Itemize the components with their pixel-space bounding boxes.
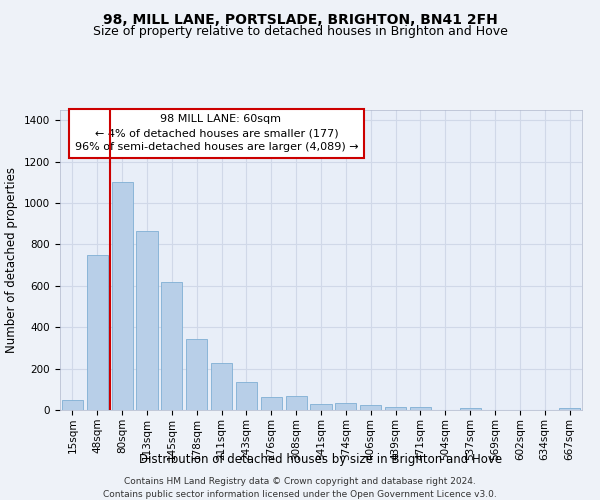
Bar: [559, 408, 580, 410]
Bar: [360, 406, 381, 410]
Bar: [261, 396, 282, 410]
Text: 98 MILL LANE: 60sqm
← 4% of detached houses are smaller (177)
96% of semi-detach: 98 MILL LANE: 60sqm ← 4% of detached hou…: [75, 114, 358, 152]
Y-axis label: Number of detached properties: Number of detached properties: [5, 167, 19, 353]
Bar: [385, 407, 406, 410]
Bar: [62, 400, 83, 410]
Bar: [161, 282, 182, 410]
Bar: [87, 255, 108, 410]
Bar: [286, 396, 307, 410]
Text: Contains HM Land Registry data © Crown copyright and database right 2024.: Contains HM Land Registry data © Crown c…: [124, 478, 476, 486]
Bar: [236, 382, 257, 410]
Bar: [186, 338, 207, 410]
Bar: [460, 408, 481, 410]
Bar: [335, 403, 356, 410]
Text: 98, MILL LANE, PORTSLADE, BRIGHTON, BN41 2FH: 98, MILL LANE, PORTSLADE, BRIGHTON, BN41…: [103, 12, 497, 26]
Bar: [410, 407, 431, 410]
Text: Contains public sector information licensed under the Open Government Licence v3: Contains public sector information licen…: [103, 490, 497, 499]
Bar: [310, 404, 332, 410]
Text: Size of property relative to detached houses in Brighton and Hove: Size of property relative to detached ho…: [92, 25, 508, 38]
Text: Distribution of detached houses by size in Brighton and Hove: Distribution of detached houses by size …: [139, 452, 503, 466]
Bar: [112, 182, 133, 410]
Bar: [136, 231, 158, 410]
Bar: [211, 364, 232, 410]
